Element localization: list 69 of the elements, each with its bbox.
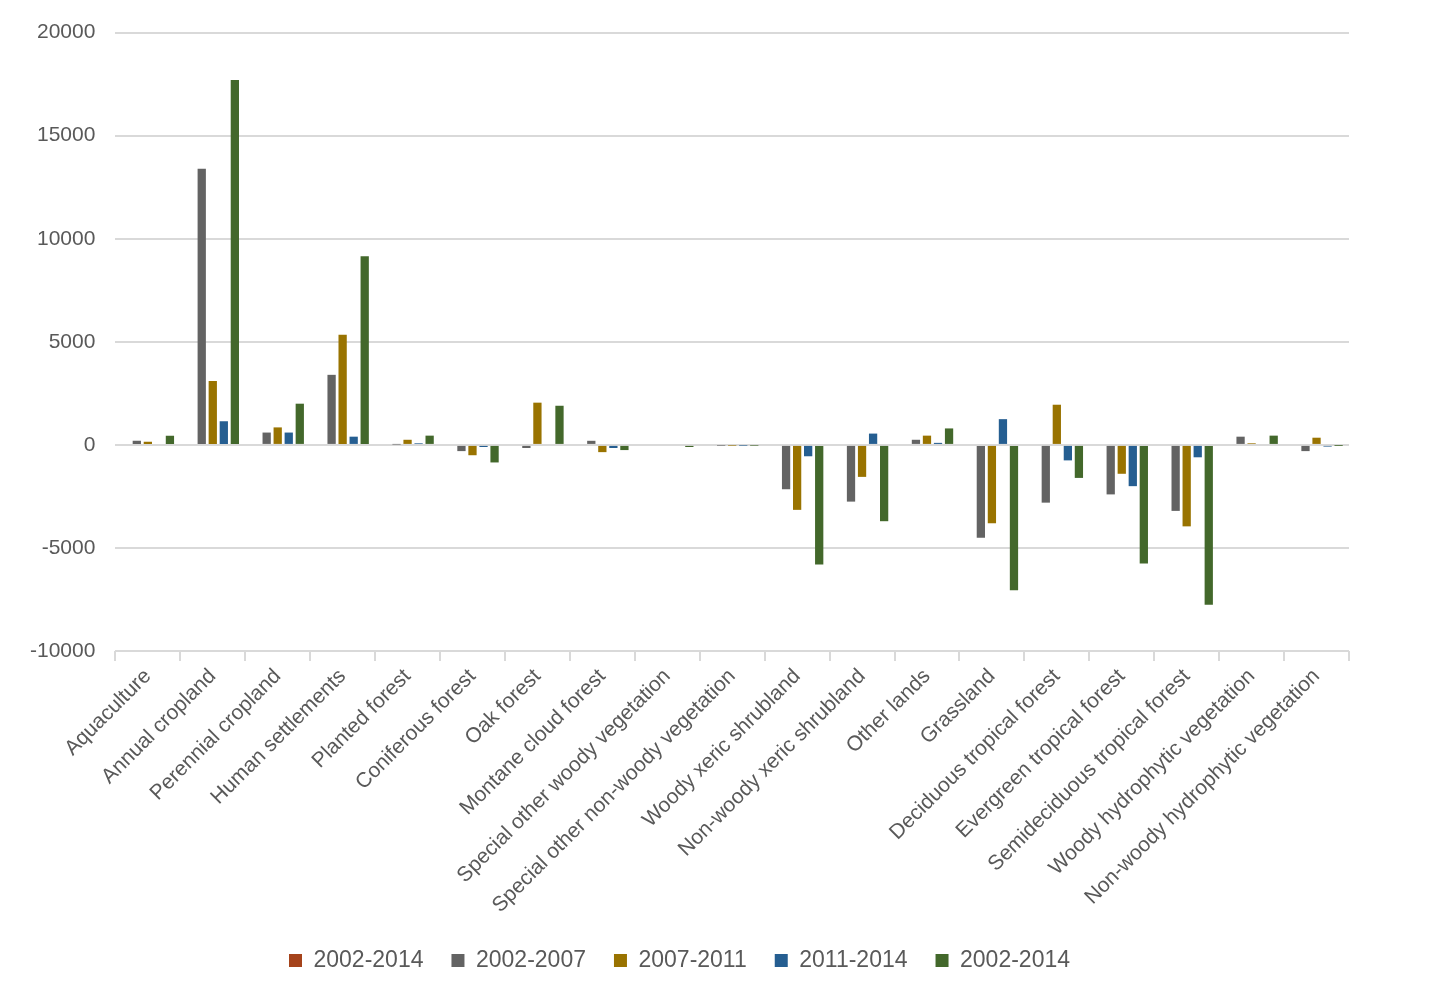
bar (1128, 445, 1137, 487)
bar (295, 403, 304, 444)
bar (1052, 404, 1061, 444)
bar (1193, 445, 1202, 458)
bar (879, 445, 889, 522)
bar (815, 445, 824, 565)
y-tick-label: 5000 (48, 328, 96, 352)
legend-label: 2002-2014 (313, 945, 424, 972)
bar (1063, 445, 1073, 461)
bar (781, 445, 791, 490)
bar (998, 419, 1008, 444)
legend-label: 2011-2014 (799, 945, 908, 972)
bar (338, 334, 347, 444)
y-tick-label: 10000 (36, 225, 96, 249)
bar (1312, 437, 1321, 444)
bar (284, 432, 293, 444)
legend-label: 2007-2011 (638, 945, 747, 972)
bar (425, 435, 434, 444)
bar (922, 435, 932, 444)
bar (804, 445, 813, 457)
bar (533, 402, 542, 444)
bar (1301, 445, 1310, 452)
bar (1041, 445, 1050, 503)
bar (609, 445, 618, 449)
bar (273, 427, 282, 444)
bar (1009, 445, 1019, 591)
bar (403, 439, 412, 444)
bar (1074, 445, 1084, 478)
bar (846, 445, 856, 502)
bar (143, 441, 152, 444)
bar (911, 439, 921, 444)
bar (208, 381, 217, 444)
bar (327, 374, 336, 444)
bar (522, 445, 531, 449)
bar (620, 445, 629, 451)
bar (262, 432, 271, 444)
y-tick-label: -10000 (30, 637, 96, 661)
bar (197, 168, 206, 444)
bar (987, 445, 997, 524)
bar (349, 436, 358, 444)
bar (587, 440, 596, 444)
bar (1269, 435, 1278, 444)
legend-label: 2002-2007 (475, 945, 586, 972)
bar (457, 445, 466, 452)
bar (792, 445, 802, 510)
bar (857, 445, 867, 477)
y-tick-label: 20000 (36, 19, 96, 43)
y-tick-label: 15000 (36, 122, 96, 146)
bar (1139, 445, 1148, 564)
bar (1204, 445, 1213, 605)
bar (1117, 445, 1126, 474)
bar (219, 421, 228, 444)
y-tick-label: -5000 (41, 534, 96, 558)
bar (165, 435, 175, 444)
y-tick-label: 0 (83, 431, 96, 455)
bar (1182, 445, 1191, 527)
bar (1171, 445, 1180, 511)
legend-label: 2002-2014 (960, 945, 1071, 972)
bar (1106, 445, 1115, 495)
bar (360, 256, 369, 444)
bar (944, 428, 954, 444)
bar (555, 405, 564, 444)
bar (468, 445, 477, 456)
bar (132, 440, 141, 444)
bar (490, 445, 499, 463)
bar (1236, 436, 1245, 444)
bar (868, 433, 878, 444)
bar (976, 445, 985, 538)
bar (598, 445, 607, 453)
